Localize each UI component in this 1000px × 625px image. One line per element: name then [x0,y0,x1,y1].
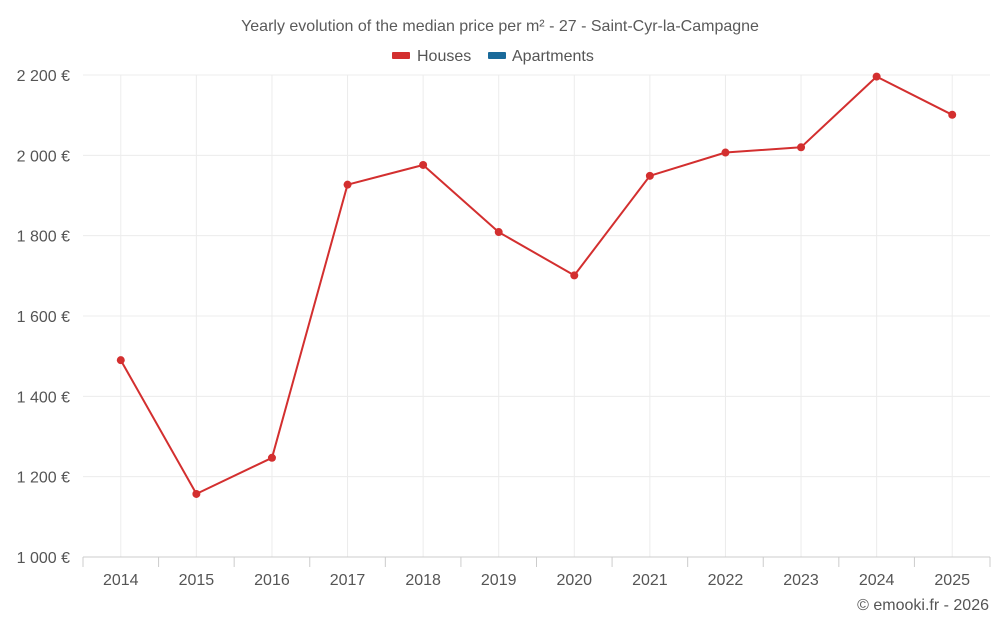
chart-title: Yearly evolution of the median price per… [241,18,759,35]
data-point-houses[interactable] [645,171,654,180]
x-tick-label: 2020 [556,572,592,589]
x-tick-label: 2023 [783,572,819,589]
axes: 1 000 € 1 200 € 1 400 € 1 600 € 1 800 € 2 000… [17,68,991,589]
legend-swatch-houses [392,52,410,59]
legend-item-apartments[interactable]: Apartments [488,48,594,65]
legend-label-apartments: Apartments [512,48,594,65]
data-point-houses[interactable] [494,228,503,237]
x-tick-label: 2017 [330,572,366,589]
x-tick-label: 2015 [179,572,215,589]
y-tick-label: 1 800 € [17,229,70,246]
data-point-houses[interactable] [570,271,579,280]
legend-swatch-apartments [488,52,506,59]
plot-area [116,72,957,498]
data-point-houses[interactable] [872,72,881,81]
data-point-houses[interactable] [192,489,201,498]
legend: Houses Apartments [392,48,594,65]
y-tick-label: 1 000 € [17,550,70,567]
data-point-houses[interactable] [797,143,806,152]
x-tick-label: 2025 [934,572,970,589]
data-point-houses[interactable] [343,180,352,189]
x-tick-label: 2022 [708,572,744,589]
credit-text: © emooki.fr - 2026 [857,597,989,614]
data-point-houses[interactable] [267,453,276,462]
y-tick-label: 2 200 € [17,68,70,85]
legend-item-houses[interactable]: Houses [392,48,471,65]
grid [83,74,990,557]
x-tick-label: 2024 [859,572,895,589]
legend-label-houses: Houses [417,48,471,65]
y-tick-label: 2 000 € [17,148,70,165]
x-tick-label: 2019 [481,572,517,589]
y-tick-label: 1 400 € [17,389,70,406]
series-line-houses [119,75,954,495]
x-tick-label: 2016 [254,572,290,589]
y-tick-label: 1 200 € [17,470,70,487]
y-tick-label: 1 600 € [17,309,70,326]
data-point-houses[interactable] [948,110,957,119]
data-point-houses[interactable] [116,356,125,365]
x-tick-label: 2021 [632,572,668,589]
x-tick-label: 2018 [405,572,441,589]
data-point-houses[interactable] [721,148,730,157]
x-tick-label: 2014 [103,572,139,589]
data-point-houses[interactable] [419,160,428,169]
